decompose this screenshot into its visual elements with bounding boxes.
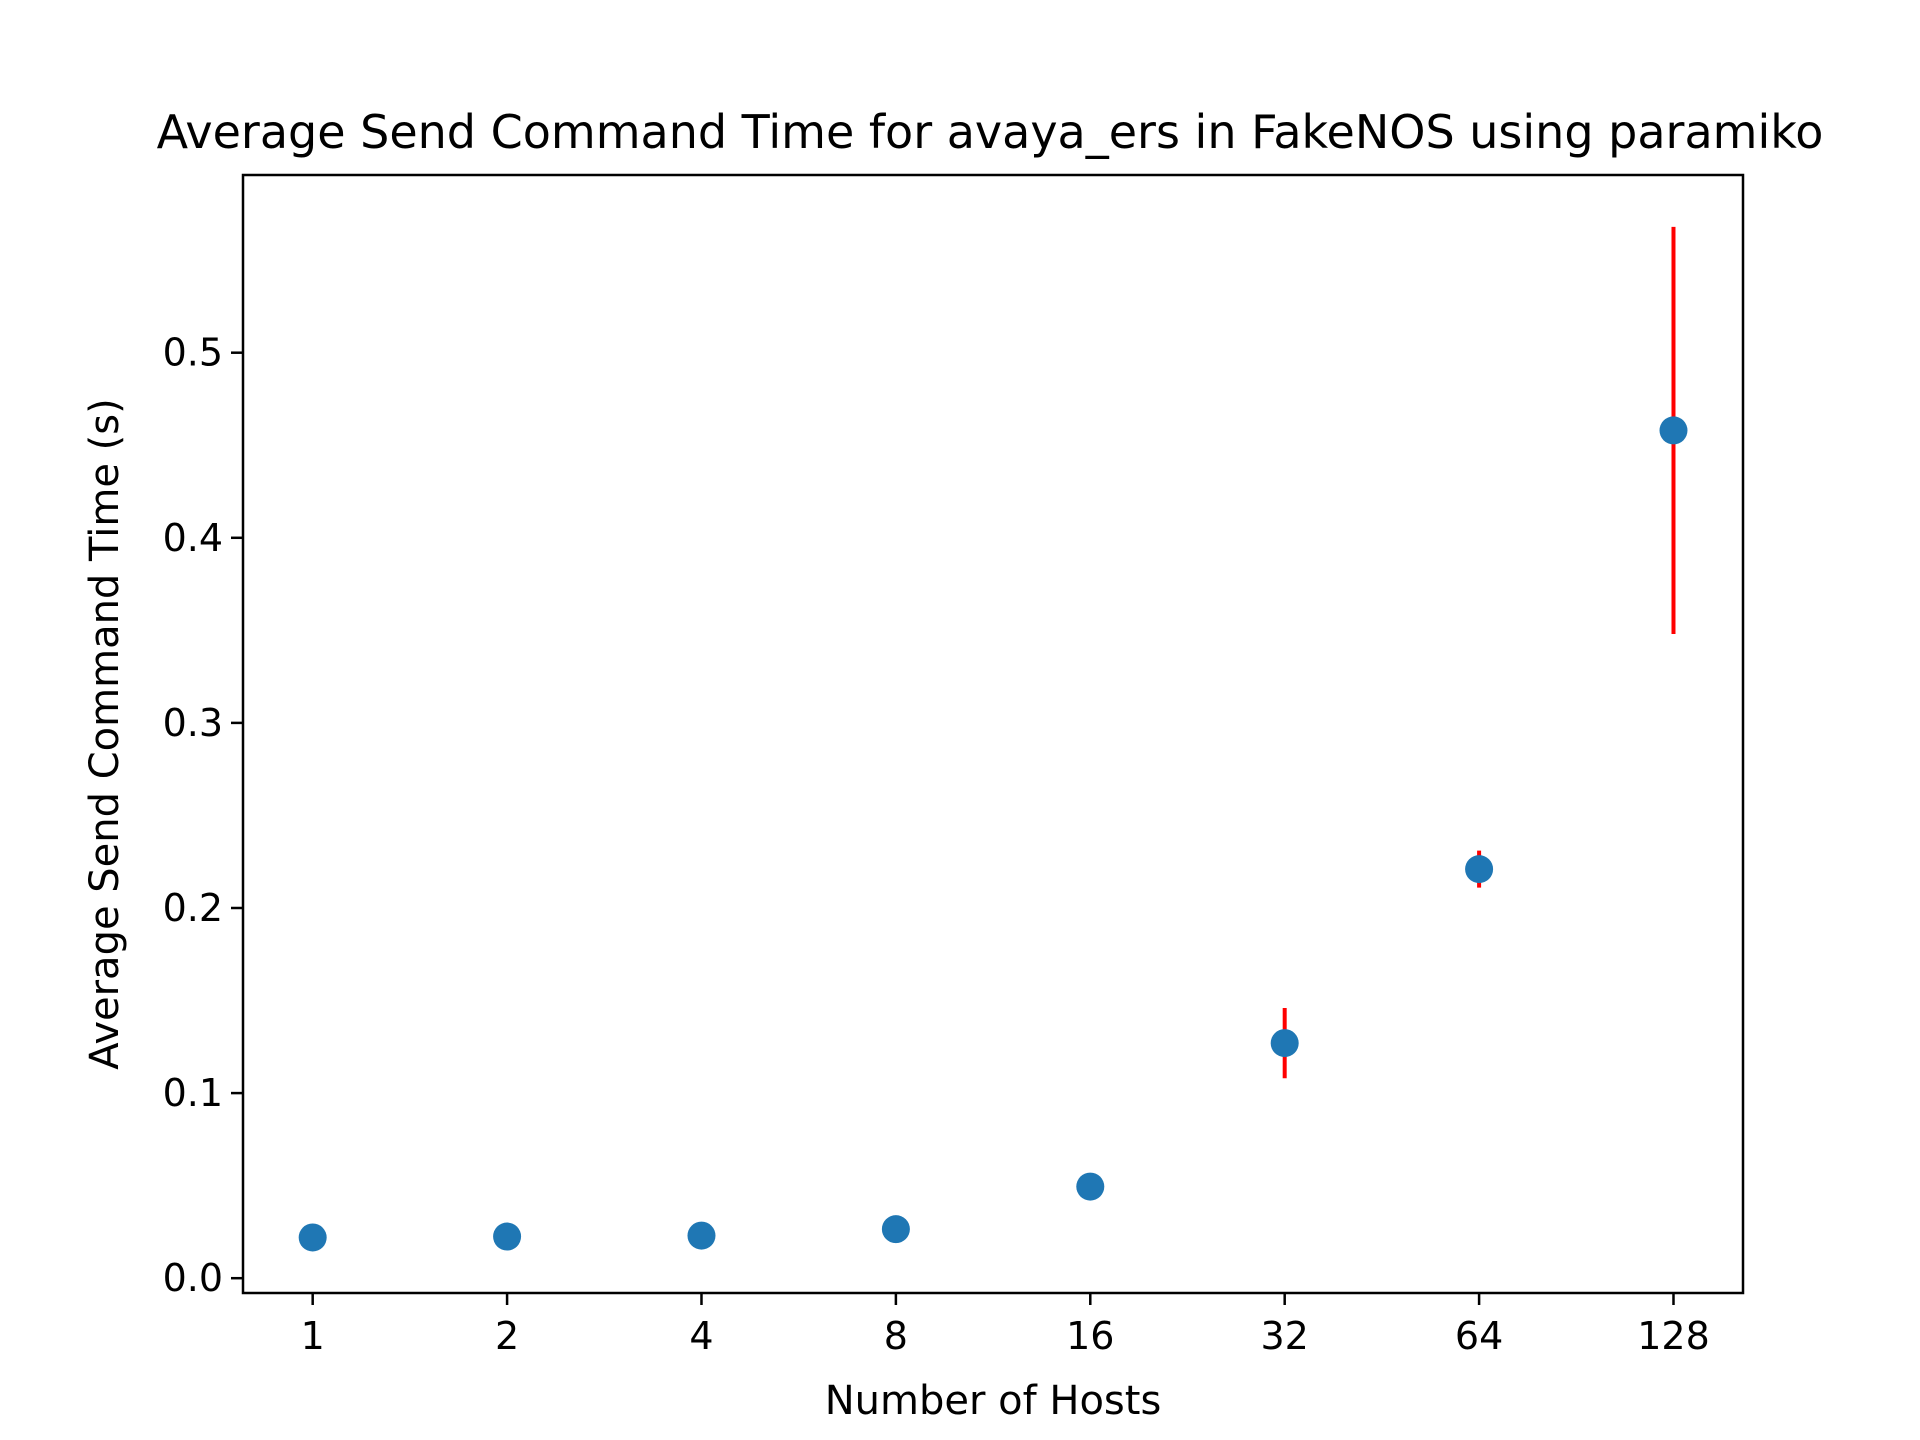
y-tick-label: 0.2: [163, 886, 223, 930]
y-tick-label: 0.4: [163, 516, 223, 560]
x-axis: 1 2 4 8 16 32 64 128: [301, 1293, 1710, 1358]
x-tick-label: 2: [495, 1314, 519, 1358]
x-tick-label: 64: [1455, 1314, 1503, 1358]
y-tick-label: 0.3: [163, 701, 223, 745]
data-point: [881, 1215, 910, 1244]
data-point: [1465, 855, 1494, 884]
x-tick-label: 128: [1637, 1314, 1710, 1358]
y-tick-label: 0.0: [163, 1256, 223, 1300]
data-point: [1659, 416, 1688, 445]
x-axis-label: Number of Hosts: [825, 1378, 1162, 1424]
y-axis: 0.0 0.1 0.2 0.3 0.4 0.5: [163, 331, 243, 1300]
x-tick-label: 16: [1066, 1314, 1114, 1358]
chart-title: Average Send Command Time for avaya_ers …: [157, 105, 1824, 159]
x-tick-label: 4: [689, 1314, 713, 1358]
data-point: [1076, 1172, 1105, 1201]
data-point: [1270, 1029, 1299, 1058]
y-axis-label: Average Send Command Time (s): [82, 398, 128, 1069]
y-tick-label: 0.5: [163, 331, 223, 375]
plot-area: [298, 226, 1688, 1252]
data-point: [687, 1221, 716, 1250]
x-tick-label: 32: [1261, 1314, 1309, 1358]
x-tick-label: 1: [301, 1314, 325, 1358]
x-tick-label: 8: [884, 1314, 908, 1358]
data-point: [493, 1222, 522, 1251]
data-point: [298, 1223, 327, 1252]
plot-frame: [241, 173, 1745, 1295]
y-tick-label: 0.1: [163, 1071, 223, 1115]
